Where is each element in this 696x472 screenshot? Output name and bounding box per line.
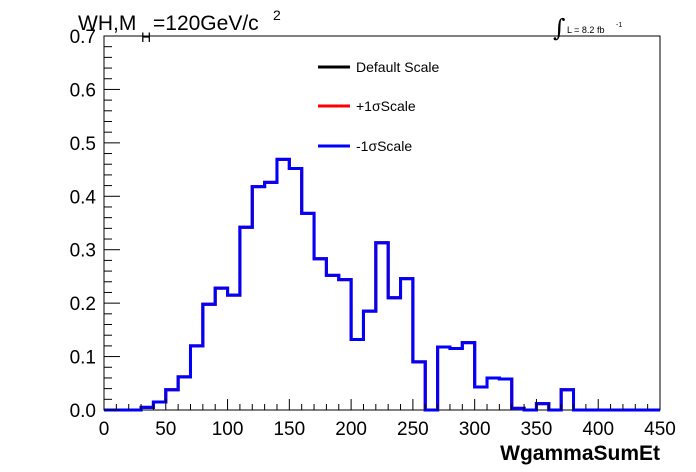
series-plus-1sigma bbox=[104, 157, 660, 412]
y-tick-label: 0.3 bbox=[70, 241, 96, 262]
integral-sign: ∫ bbox=[553, 14, 566, 42]
y-tick-label: 0.0 bbox=[70, 401, 96, 422]
title-subscript: H bbox=[141, 29, 151, 45]
luminosity-label: ∫ L = 8.2 fb -1 bbox=[553, 14, 622, 42]
plot-frame-group bbox=[103, 35, 661, 411]
luminosity-superscript: -1 bbox=[616, 22, 622, 29]
series-default-scale bbox=[104, 157, 660, 412]
x-tick-label: 350 bbox=[521, 419, 553, 440]
plot-frame bbox=[103, 35, 661, 411]
title-superscript: 2 bbox=[273, 7, 281, 23]
title-rest: =120GeV/c bbox=[153, 12, 259, 35]
plot-title: WH,M H =120GeV/c 2 bbox=[78, 7, 281, 45]
x-tick-label: 100 bbox=[212, 419, 244, 440]
y-tick-label: 0.6 bbox=[70, 80, 96, 101]
legend-label-plus: +1σScale bbox=[356, 98, 416, 114]
x-tick-label: 400 bbox=[582, 419, 614, 440]
legend-label-default: Default Scale bbox=[356, 59, 439, 75]
x-tick-label: 0 bbox=[99, 419, 110, 440]
axis-ticks-group: 0 50 100 150 200 250 300 350 400 450 0.0 0.1 0.2 0.3 0… bbox=[70, 27, 676, 440]
x-tick-label: 50 bbox=[155, 419, 176, 440]
y-tick-label: 0.7 bbox=[70, 27, 96, 48]
series-group bbox=[104, 157, 660, 412]
x-tick-label: 150 bbox=[273, 419, 305, 440]
x-tick-label: 200 bbox=[335, 419, 367, 440]
x-tick-label: 450 bbox=[644, 419, 676, 440]
x-axis-label: WgammaSumEt bbox=[500, 442, 660, 465]
y-tick-label: 0.1 bbox=[70, 348, 96, 369]
luminosity-text: L = 8.2 fb bbox=[567, 25, 604, 35]
y-tick-label: 0.2 bbox=[70, 294, 96, 315]
x-tick-label: 300 bbox=[459, 419, 491, 440]
series-minus-1sigma bbox=[104, 157, 660, 412]
y-tick-label: 0.5 bbox=[70, 134, 96, 155]
title-main: WH,M bbox=[78, 12, 136, 35]
legend: Default Scale +1σScale -1σScale bbox=[318, 59, 439, 154]
y-tick-label: 0.4 bbox=[70, 187, 97, 208]
legend-label-minus: -1σScale bbox=[356, 138, 412, 154]
x-tick-label: 250 bbox=[397, 419, 429, 440]
